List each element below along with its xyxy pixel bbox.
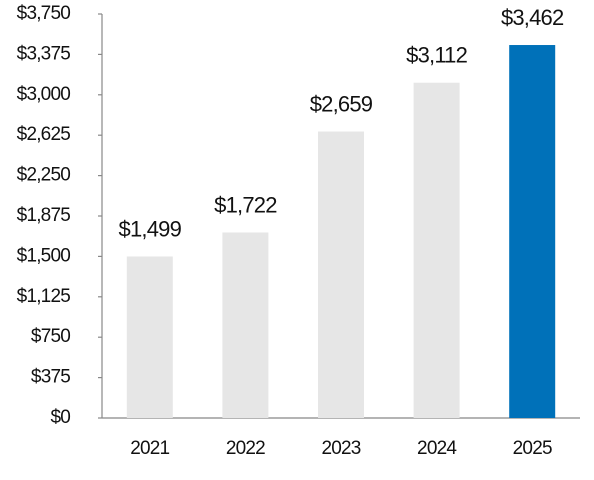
value-label: $3,112: [406, 43, 467, 68]
bar: [318, 131, 364, 419]
y-tick-label: $1,500: [17, 245, 71, 266]
y-tick-label: $3,375: [17, 43, 71, 64]
y-tick-label: $3,000: [17, 84, 71, 105]
value-label: $3,462: [501, 5, 564, 30]
y-tick-label: $2,250: [17, 165, 71, 186]
x-tick-label: 2022: [226, 438, 265, 459]
y-tick-label: $0: [50, 407, 70, 428]
y-tick-label: $1,125: [17, 286, 71, 307]
y-tick-label: $1,875: [17, 205, 71, 226]
x-tick-label: 2021: [130, 438, 169, 459]
bar: [222, 232, 269, 418]
x-tick-label: 2024: [417, 438, 457, 459]
bar: [509, 45, 556, 419]
bar: [413, 82, 460, 419]
y-tick-label: $2,625: [17, 124, 71, 145]
value-label: $1,722: [214, 192, 277, 217]
y-tick-label: $3,750: [17, 3, 71, 24]
value-label: $1,499: [119, 216, 182, 241]
y-tick-label: $750: [31, 326, 70, 347]
y-tick-label: $375: [31, 367, 70, 388]
x-tick-label: 2023: [321, 438, 360, 459]
value-label: $2,659: [310, 91, 373, 116]
x-tick-label: 2025: [513, 438, 552, 459]
bar: [126, 256, 173, 418]
